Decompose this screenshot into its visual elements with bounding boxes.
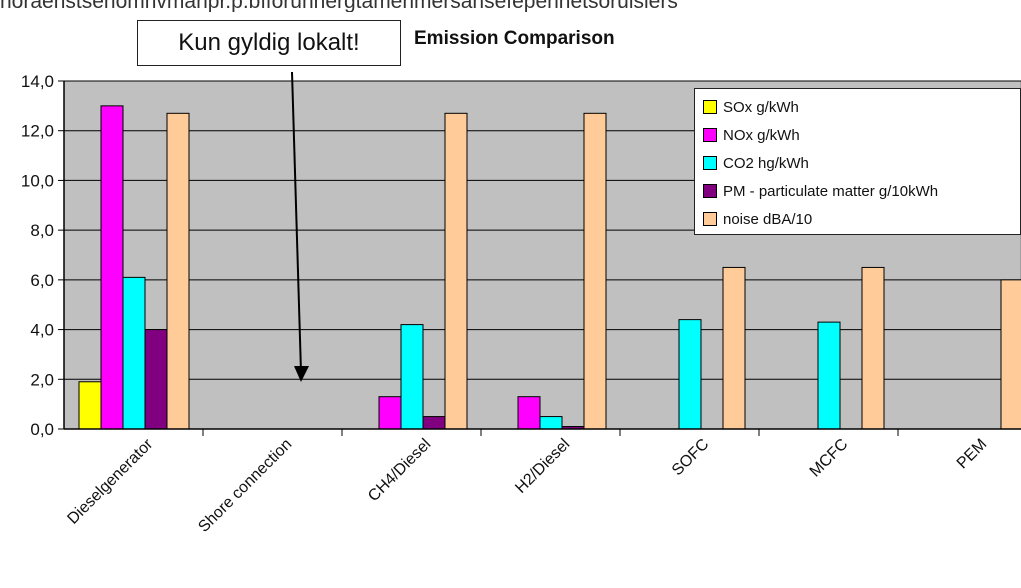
y-tick-label: 6,0 xyxy=(30,271,54,290)
legend-item: PM - particulate matter g/10kWh xyxy=(703,177,1020,205)
x-tick-label: MCFC xyxy=(807,436,852,481)
legend-item: CO2 hg/kWh xyxy=(703,149,1020,177)
legend-label: PM - particulate matter g/10kWh xyxy=(723,182,939,200)
x-tick-label: SOFC xyxy=(669,436,712,479)
legend-swatch xyxy=(703,184,717,198)
bar-co2-4 xyxy=(678,319,702,430)
bar-noise-3 xyxy=(583,112,607,430)
callout-text: Kun gyldig lokalt! xyxy=(178,29,360,56)
callout-arrow-line xyxy=(291,71,302,373)
y-tick-label: 14,0 xyxy=(21,72,54,91)
bar-nox-3 xyxy=(517,396,541,430)
x-tick-label: Shore connection xyxy=(195,436,295,536)
y-tick-label: 12,0 xyxy=(21,122,54,141)
bar-sox-0 xyxy=(78,381,102,430)
x-tick-label: PEM xyxy=(954,436,991,473)
legend-item: noise dBA/10 xyxy=(703,205,1020,233)
y-tick-label: 8,0 xyxy=(30,221,54,240)
cropped-caption-text: noraenstsenomhvmanpr.p.bfforunhergtamenm… xyxy=(0,0,678,12)
bar-nox-2 xyxy=(378,396,402,430)
legend-label: noise dBA/10 xyxy=(723,210,813,228)
bars xyxy=(78,105,1021,430)
y-tick-label: 0,0 xyxy=(30,420,54,439)
y-tick-label: 4,0 xyxy=(30,321,54,340)
chart-legend: SOx g/kWh NOx g/kWh CO2 hg/kWh PM - particu… xyxy=(694,88,1021,235)
legend-item: SOx g/kWh xyxy=(703,93,1020,121)
bar-nox-0 xyxy=(100,105,124,430)
bar-noise-6 xyxy=(1000,279,1021,430)
bar-pm-0 xyxy=(144,329,168,430)
legend-swatch xyxy=(703,100,717,114)
bar-co2-0 xyxy=(122,276,146,430)
legend-label: SOx g/kWh xyxy=(723,98,799,116)
bar-co2-2 xyxy=(400,324,424,430)
bar-co2-3 xyxy=(539,416,563,430)
legend-label: NOx g/kWh xyxy=(723,126,800,144)
bar-co2-5 xyxy=(817,321,841,430)
chart-title: Emission Comparison xyxy=(414,28,615,49)
x-tick-label: H2/Diesel xyxy=(512,436,573,497)
bar-noise-4 xyxy=(722,266,746,430)
axes xyxy=(58,80,1021,436)
y-tick-label: 10,0 xyxy=(21,171,54,190)
bar-noise-5 xyxy=(861,266,885,430)
legend-swatch xyxy=(703,128,717,142)
bar-noise-0 xyxy=(166,112,190,430)
legend-swatch xyxy=(703,212,717,226)
legend-label: CO2 hg/kWh xyxy=(723,154,809,172)
bar-noise-2 xyxy=(444,112,468,430)
callout-arrow-head xyxy=(294,366,309,382)
legend-item: NOx g/kWh xyxy=(703,121,1020,149)
y-tick-label: 2,0 xyxy=(30,370,54,389)
bar-pm-2 xyxy=(422,416,446,430)
x-tick-label: CH4/Diesel xyxy=(365,436,434,505)
x-tick-label: Dieselgenerator xyxy=(64,435,156,527)
callout-box: Kun gyldig lokalt! xyxy=(137,20,401,66)
y-tick-labels: 0,0 2,0 4,0 6,0 8,0 10,0 12,0 14,0 xyxy=(21,72,54,439)
legend-swatch xyxy=(703,156,717,170)
x-tick-labels: Dieselgenerator Shore connection CH4/Diese… xyxy=(64,435,990,536)
